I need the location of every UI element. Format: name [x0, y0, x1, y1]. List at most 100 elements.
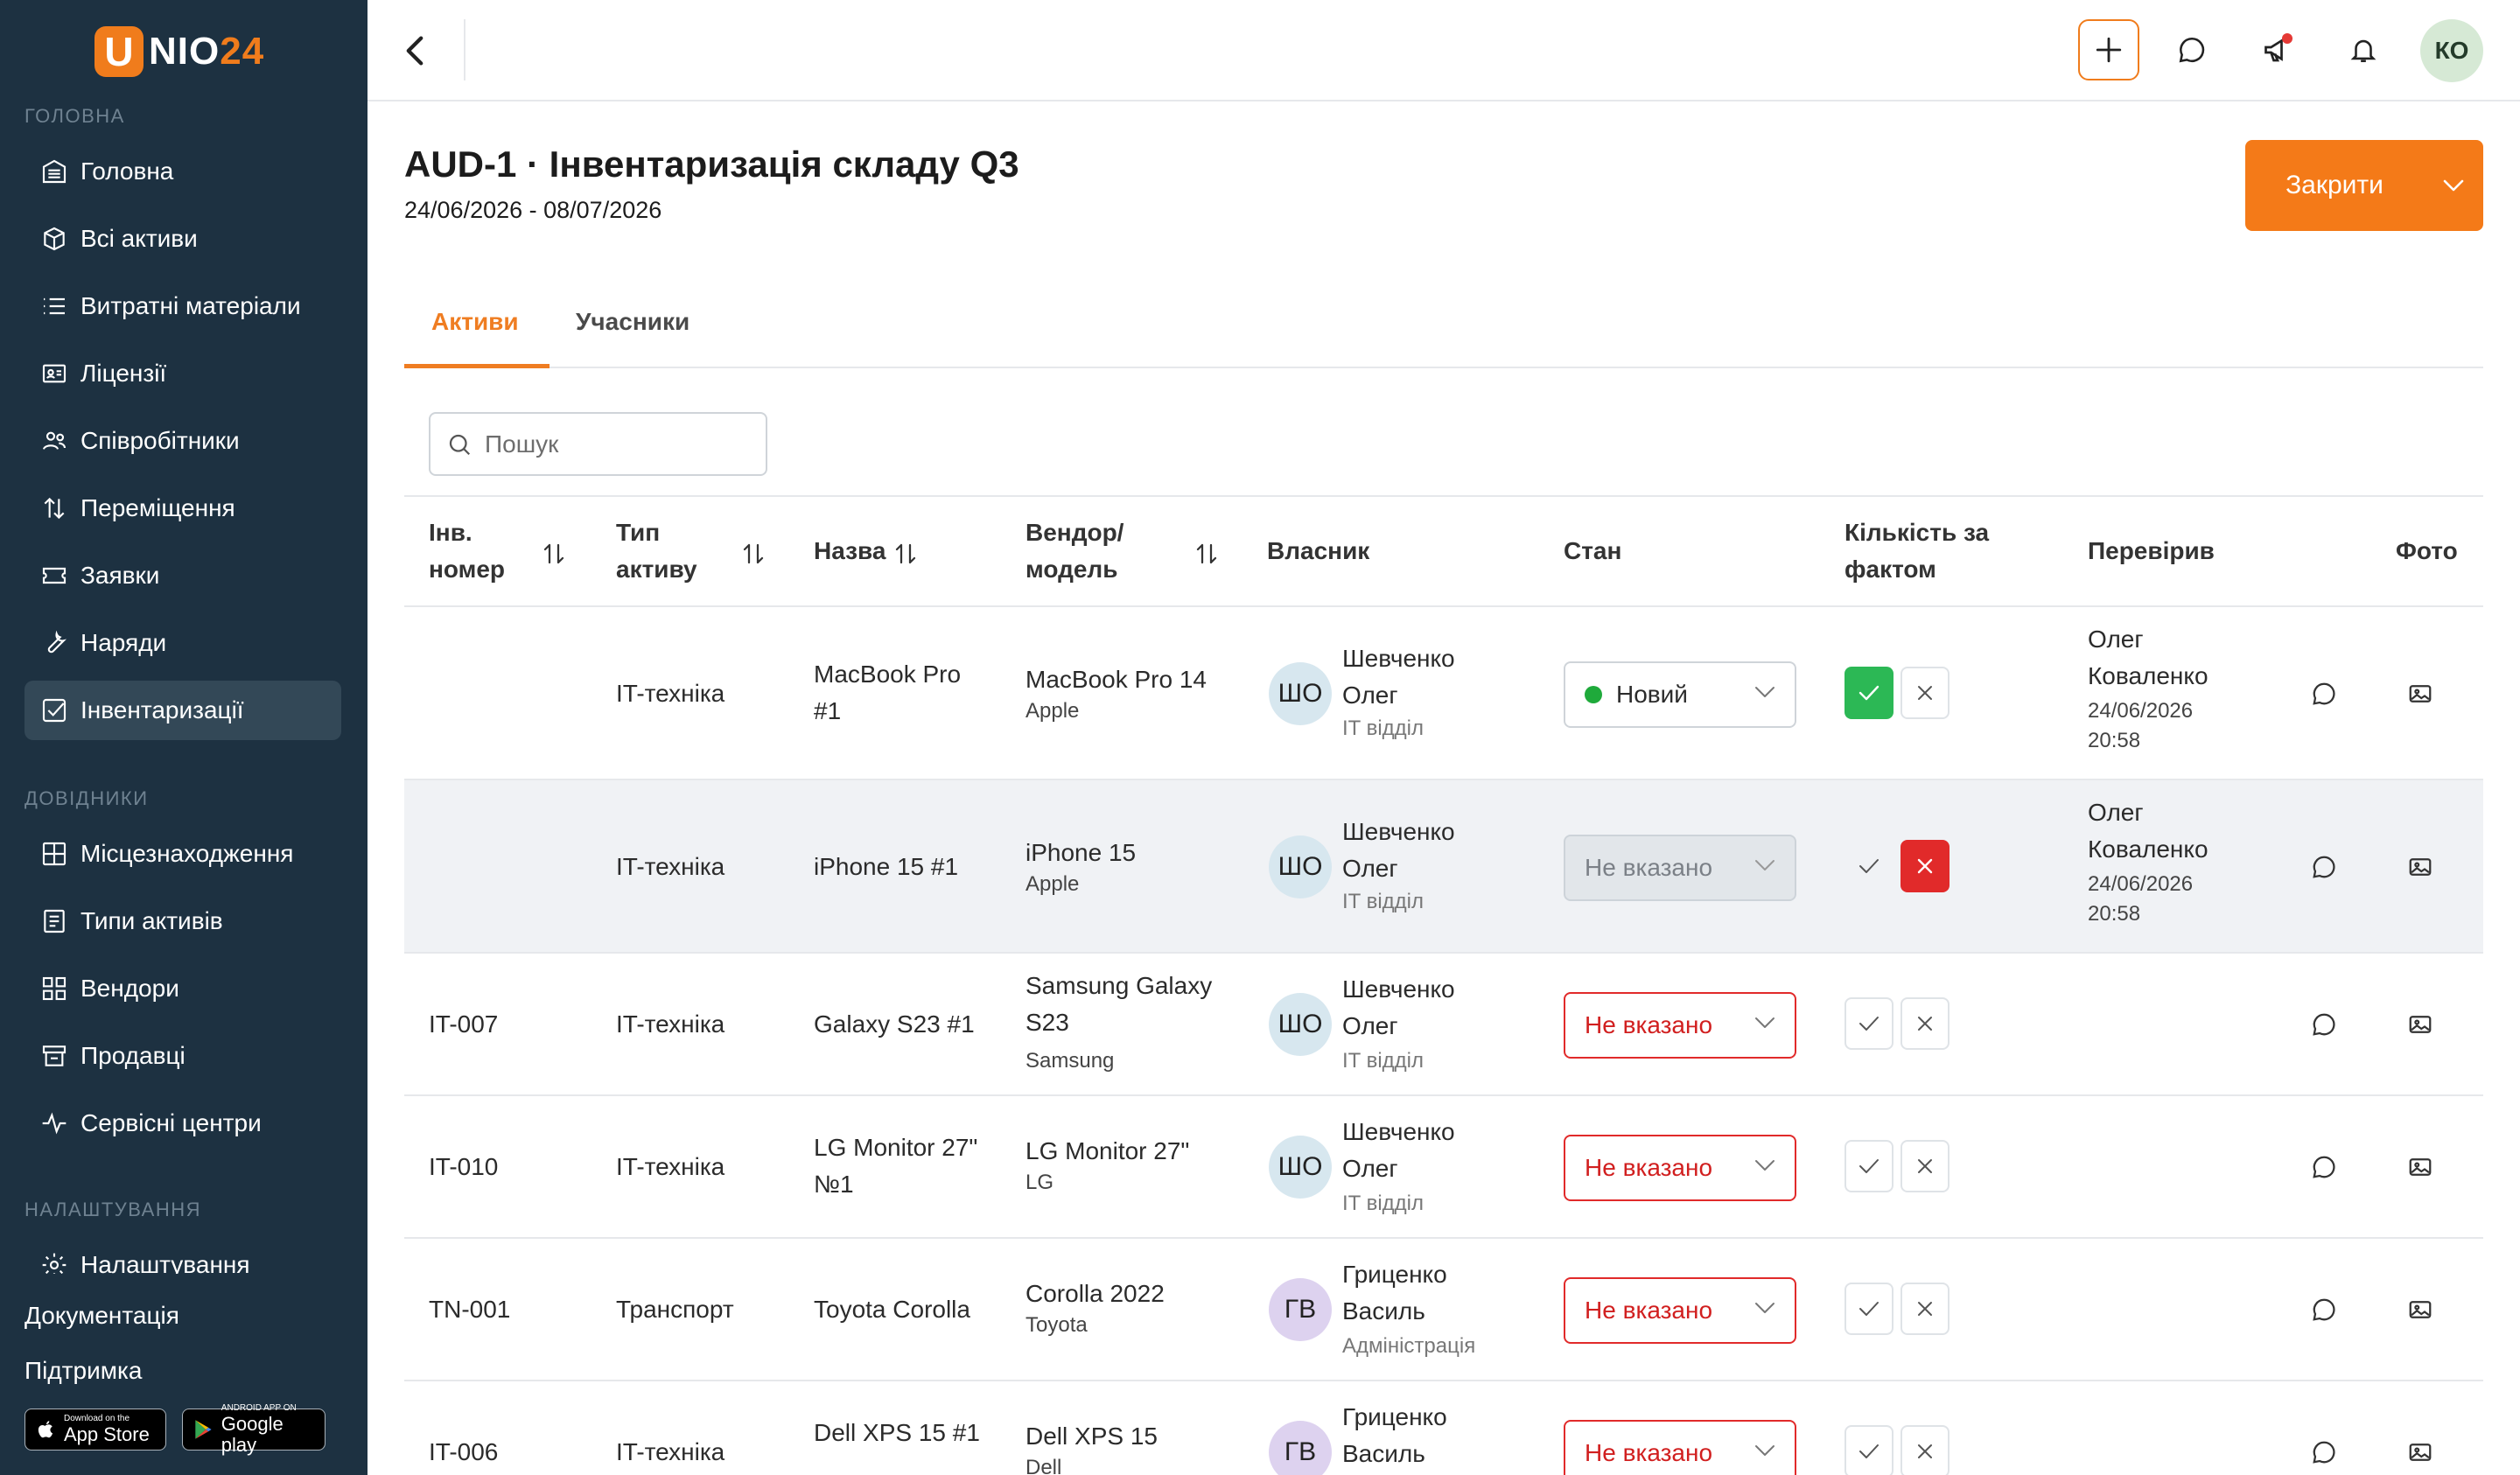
- qty-confirm-button[interactable]: [1844, 667, 1894, 719]
- vendor: LG: [1026, 1171, 1054, 1194]
- sidebar-item-asset-types[interactable]: Типи активів: [24, 891, 341, 951]
- sort-icon[interactable]: [894, 541, 917, 567]
- sidebar-item-home[interactable]: Головна: [24, 142, 341, 201]
- state-select[interactable]: Не вказано: [1564, 1420, 1796, 1475]
- close-inventory-button[interactable]: Закрити: [2245, 140, 2483, 231]
- qty-confirm-button[interactable]: [1844, 840, 1894, 892]
- pulse-icon: [42, 1112, 66, 1135]
- table-row[interactable]: IT-техніка iPhone 15 #1 iPhone 15 Apple …: [404, 780, 2483, 954]
- comment-icon[interactable]: [2311, 681, 2337, 707]
- state-select[interactable]: Не вказано: [1564, 1277, 1796, 1344]
- state-select[interactable]: Не вказано: [1564, 1135, 1796, 1201]
- messages-button[interactable]: [2174, 31, 2210, 68]
- google-play-badge[interactable]: ANDROID APP ON Google play: [182, 1403, 326, 1456]
- asset-name: iPhone 15 #1: [814, 853, 959, 880]
- app-store-big-text: App Store: [64, 1423, 150, 1445]
- announcements-button[interactable]: [2259, 31, 2296, 68]
- logo[interactable]: U NIO24: [94, 26, 264, 77]
- sidebar-item-transfers[interactable]: Переміщення: [24, 479, 341, 538]
- sidebar-item-service-centers[interactable]: Сервісні центри: [24, 1094, 341, 1153]
- qty-reject-button[interactable]: [1900, 1140, 1950, 1192]
- qty-confirm-button[interactable]: [1844, 1283, 1894, 1335]
- owner-name: Шевченко Олег: [1342, 645, 1455, 709]
- qty-confirm-button[interactable]: [1844, 1140, 1894, 1192]
- close-dropdown-toggle[interactable]: [2424, 140, 2483, 231]
- close-icon: [1917, 858, 1933, 874]
- table-row[interactable]: IT-техніка MacBook Pro #1 MacBook Pro 14…: [404, 607, 2483, 780]
- comment-icon[interactable]: [2311, 854, 2337, 880]
- photo-icon[interactable]: [2407, 1297, 2433, 1323]
- user-avatar[interactable]: КО: [2420, 19, 2483, 82]
- chevron-down-icon: [2443, 179, 2464, 192]
- column-header-photo: Фото: [2396, 537, 2458, 564]
- sidebar-item-label: Співробітники: [80, 427, 240, 454]
- sidebar-scroll-clip: Налаштування: [0, 1228, 368, 1274]
- qty-reject-button[interactable]: [1900, 997, 1950, 1050]
- sidebar-item-requests[interactable]: Заявки: [24, 546, 341, 605]
- checker-name: Олег Коваленко: [2088, 626, 2208, 689]
- check-icon: [1859, 1017, 1879, 1031]
- sidebar-item-label: Переміщення: [80, 494, 235, 521]
- qty-reject-button[interactable]: [1900, 840, 1950, 892]
- sidebar-item-all-assets[interactable]: Всі активи: [24, 209, 341, 269]
- state-select[interactable]: Новий: [1564, 661, 1796, 728]
- sidebar-item-locations[interactable]: Місцезнаходження: [24, 824, 341, 884]
- checkbox-icon: [42, 698, 66, 723]
- back-button[interactable]: [394, 30, 436, 72]
- sidebar-item-settings[interactable]: Налаштування: [24, 1235, 341, 1274]
- qty-reject-button[interactable]: [1900, 667, 1950, 719]
- qty-confirm-button[interactable]: [1844, 1425, 1894, 1475]
- table-row[interactable]: IT-007 IT-техніка Galaxy S23 #1 Samsung …: [404, 954, 2483, 1096]
- sort-icon[interactable]: [742, 541, 765, 567]
- comment-icon[interactable]: [2311, 1297, 2337, 1323]
- qty-confirm-button[interactable]: [1844, 997, 1894, 1050]
- state-value: Новий: [1616, 681, 1688, 708]
- sidebar-item-consumables[interactable]: Витратні матеріали: [24, 276, 341, 336]
- sidebar-item-inventories[interactable]: Інвентаризації: [24, 681, 341, 740]
- qty-reject-button[interactable]: [1900, 1425, 1950, 1475]
- sidebar-item-sellers[interactable]: Продавці: [24, 1026, 341, 1086]
- photo-icon[interactable]: [2407, 681, 2433, 707]
- sort-icon[interactable]: [1195, 541, 1218, 567]
- photo-icon[interactable]: [2407, 854, 2433, 880]
- tab-participants[interactable]: Учасники: [576, 308, 690, 335]
- sidebar-item-vendors[interactable]: Вендори: [24, 959, 341, 1018]
- search-box[interactable]: [429, 412, 767, 476]
- documentation-link[interactable]: Документація: [24, 1302, 179, 1329]
- megaphone-icon: [2264, 38, 2283, 62]
- state-select[interactable]: Не вказано: [1564, 835, 1796, 901]
- search-input[interactable]: [485, 430, 747, 458]
- comment-icon[interactable]: [2311, 1011, 2337, 1038]
- model: Corolla 2022: [1026, 1280, 1165, 1307]
- sidebar-item-licenses[interactable]: Ліцензії: [24, 344, 341, 403]
- asset-type: IT-техніка: [616, 1010, 725, 1038]
- table-row[interactable]: IT-006 IT-техніка Dell XPS 15 #1 Dell XP…: [404, 1381, 2483, 1475]
- app-store-badge[interactable]: Download on the App Store: [24, 1409, 166, 1451]
- sidebar-item-label: Типи активів: [80, 907, 223, 934]
- state-value: Не вказано: [1585, 1011, 1713, 1038]
- support-link[interactable]: Підтримка: [24, 1357, 143, 1384]
- table-row[interactable]: TN-001 Транспорт Toyota Corolla Corolla …: [404, 1239, 2483, 1381]
- sort-icon[interactable]: [542, 541, 565, 567]
- chat-icon: [2179, 37, 2205, 63]
- asset-name: MacBook Pro #1: [814, 661, 962, 724]
- photo-icon[interactable]: [2407, 1154, 2433, 1180]
- table-row[interactable]: IT-010 IT-техніка LG Monitor 27" №1 LG M…: [404, 1096, 2483, 1239]
- add-button[interactable]: [2078, 19, 2139, 80]
- notifications-button[interactable]: [2345, 31, 2382, 68]
- section-title-refs: ДОВІДНИКИ: [24, 787, 149, 809]
- photo-icon[interactable]: [2407, 1011, 2433, 1038]
- owner-dept: IT відділ: [1342, 890, 1424, 913]
- sidebar-item-work-orders[interactable]: Наряди: [24, 613, 341, 673]
- sidebar-item-label: Інвентаризації: [80, 696, 244, 724]
- comment-icon[interactable]: [2311, 1154, 2337, 1180]
- qty-reject-button[interactable]: [1900, 1283, 1950, 1335]
- page-dates: 24/06/2026 - 08/07/2026: [404, 197, 662, 223]
- tab-assets[interactable]: Активи: [431, 308, 519, 335]
- state-select[interactable]: Не вказано: [1564, 992, 1796, 1059]
- home-icon: [42, 159, 66, 184]
- comment-icon[interactable]: [2311, 1439, 2337, 1465]
- photo-icon[interactable]: [2407, 1439, 2433, 1465]
- column-header-name: Назва: [814, 537, 886, 564]
- sidebar-item-employees[interactable]: Співробітники: [24, 411, 341, 471]
